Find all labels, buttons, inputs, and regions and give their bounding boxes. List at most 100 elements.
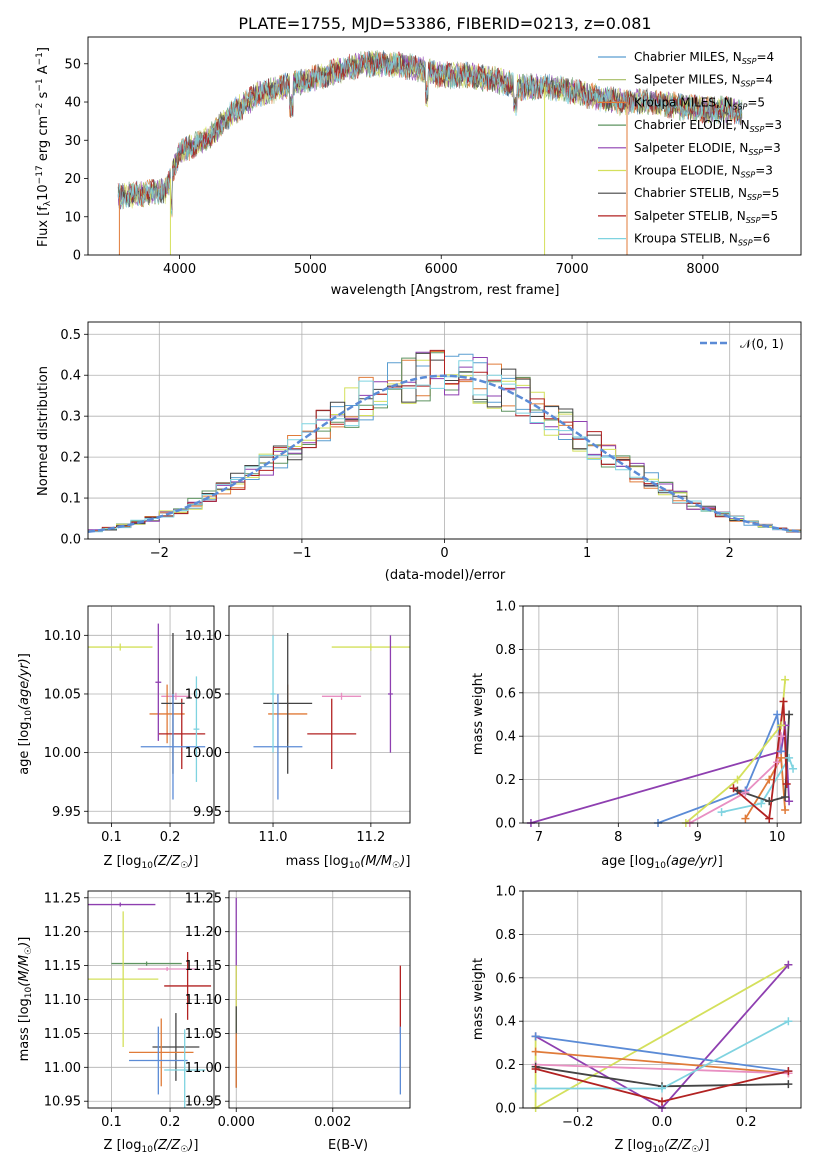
y-tick-label: 0.4 [495,730,516,745]
p7-ylabel: mass weight [471,958,486,1040]
x-tick-label: 7000 [556,262,589,277]
legend-normal-label: 𝒩(0, 1) [740,337,784,351]
y-tick-label: 11.00 [44,1061,81,1076]
p2-xlabel: Z [log10(Z/Z☉)] [104,854,199,871]
y-tick-label: 11.20 [44,925,81,940]
legend-label: Chabrier ELODIE, NSSP=3 [634,118,782,134]
mass-weight-marker [785,797,794,806]
y-tick-label: 40 [64,96,81,111]
mass-weight-marker [773,758,782,767]
y-tick-label: 10.95 [44,1095,81,1110]
x-tick-label: 0.2 [160,1115,181,1130]
x-tick-label: 0.000 [218,1115,255,1130]
y-tick-label: 9.95 [52,805,81,820]
mass-weight-marker [789,764,798,773]
y-tick-label: 0.2 [60,451,81,466]
p4-xlabel: age [log10(age/yr)] [601,854,723,871]
x-tick-label: 0.2 [736,1115,757,1130]
y-tick-label: 0.6 [495,686,516,701]
y-tick-label: 11.15 [185,959,222,974]
mass-weight-marker [765,775,774,784]
histogram-xlabel: (data-model)/error [385,568,506,583]
mass-weight-line [535,964,790,1108]
x-tick-label: 0.0 [652,1115,673,1130]
y-tick-label: 0.1 [60,492,81,507]
spectrum-panel: 4000 5000 6000 7000 8000 0 10 20 30 40 50 [64,36,802,277]
mass-weight-marker [784,1017,793,1026]
x-tick-label: 0 [440,546,448,561]
y-tick-label: 0 [73,249,81,264]
y-tick-label: 11.15 [44,959,81,974]
y-tick-label: 0.2 [495,1058,516,1073]
legend-label: Kroupa MILES, NSSP=5 [634,95,765,111]
chart-title: PLATE=1755, MJD=53386, FIBERID=0213, z=0… [238,14,651,33]
mass-weight-marker [777,721,786,730]
mass-weight-marker [785,710,794,719]
y-tick-label: 10.05 [44,687,81,702]
legend-label: Salpeter ELODIE, NSSP=3 [634,141,781,157]
axes-frame [87,321,802,540]
residual-histogram-panel: −2 −1 0 1 2 0.0 0.1 0.2 0.3 0.4 0.5 [60,321,802,561]
y-tick-label: 0.0 [495,817,516,832]
mass-weight-marker [531,1084,540,1093]
spectrum-legend: Chabrier MILES, NSSP=4 Salpeter MILES, NS… [598,50,782,248]
x-tick-label: 1 [583,546,591,561]
x-tick-label: 0.1 [101,1115,122,1130]
x-tick-label: 0.1 [101,830,122,845]
y-tick-label: 20 [64,172,81,187]
y-tick-label: 0.5 [60,328,81,343]
mass-weight-line [535,1050,789,1075]
p6-xlabel: E(B-V) [328,1138,368,1153]
legend-label: Salpeter MILES, NSSP=4 [634,73,773,89]
mass-weight-marker [658,1097,666,1106]
legend-label: Kroupa STELIB, NSSP=6 [634,232,770,248]
y-tick-label: 11.25 [185,891,222,906]
x-tick-label: 8000 [686,262,719,277]
mass-weight-marker [531,1064,540,1073]
mass-weight-marker [765,814,774,823]
mass-weight-marker [531,1032,540,1041]
mass-weight-marker [784,1067,793,1076]
y-tick-label: 0.0 [495,1102,516,1117]
histogram-series-step [88,360,801,533]
y-tick-label: 1.0 [495,885,516,900]
mass-weight-line [534,964,789,1108]
y-tick-label: 0.8 [495,928,516,943]
legend-label: Kroupa ELODIE, NSSP=3 [634,164,773,180]
histogram-legend: 𝒩(0, 1) [700,337,784,351]
plot-area [88,623,206,800]
mass-weight-vs-age-panel: 7 8 9 10 0.0 0.2 0.4 0.6 0.8 1.0 [495,600,802,845]
p5-xlabel: Z [log10(Z/Z☉)] [104,1138,199,1155]
x-tick-label: 2 [726,546,734,561]
mass-weight-line [721,755,794,813]
mass-weight-marker [717,808,726,817]
mass-weight-marker [757,799,766,808]
x-tick-label: −0.2 [562,1115,594,1130]
y-tick-label: 50 [64,57,81,72]
mass-weight-marker [658,1084,666,1093]
y-tick-label: 30 [64,134,81,149]
x-tick-label: 11.2 [356,830,385,845]
mass-weight-marker [779,697,788,706]
y-tick-label: 10.05 [185,687,222,702]
mass-weight-line [732,701,788,821]
y-tick-label: 11.10 [185,993,222,1008]
histogram-ylabel: Normed distribution [36,366,51,496]
plot-area [117,50,743,255]
mass-weight-line [737,714,790,803]
y-tick-label: 0.2 [495,773,516,788]
mass-weight-line [535,1063,789,1075]
plot-area [235,897,401,1095]
plot-area [253,632,410,800]
x-tick-label: 0.002 [314,1115,351,1130]
x-tick-label: 9 [694,830,702,845]
mass-weight-marker [781,792,790,801]
mass-vs-ebv-panel: 0.000 0.002 10.95 11.00 11.05 11.10 11.15 11.20… [185,890,411,1130]
mass-weight-marker [781,675,790,684]
y-tick-label: 1.0 [495,600,516,615]
y-tick-label: 10.10 [185,629,222,644]
y-tick-label: 10.10 [44,629,81,644]
mass-weight-marker [729,784,738,793]
plot-area [88,349,801,534]
axes-frame [228,605,411,824]
